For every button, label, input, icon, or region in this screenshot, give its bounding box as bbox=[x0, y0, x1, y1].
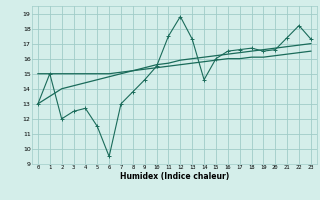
X-axis label: Humidex (Indice chaleur): Humidex (Indice chaleur) bbox=[120, 172, 229, 181]
